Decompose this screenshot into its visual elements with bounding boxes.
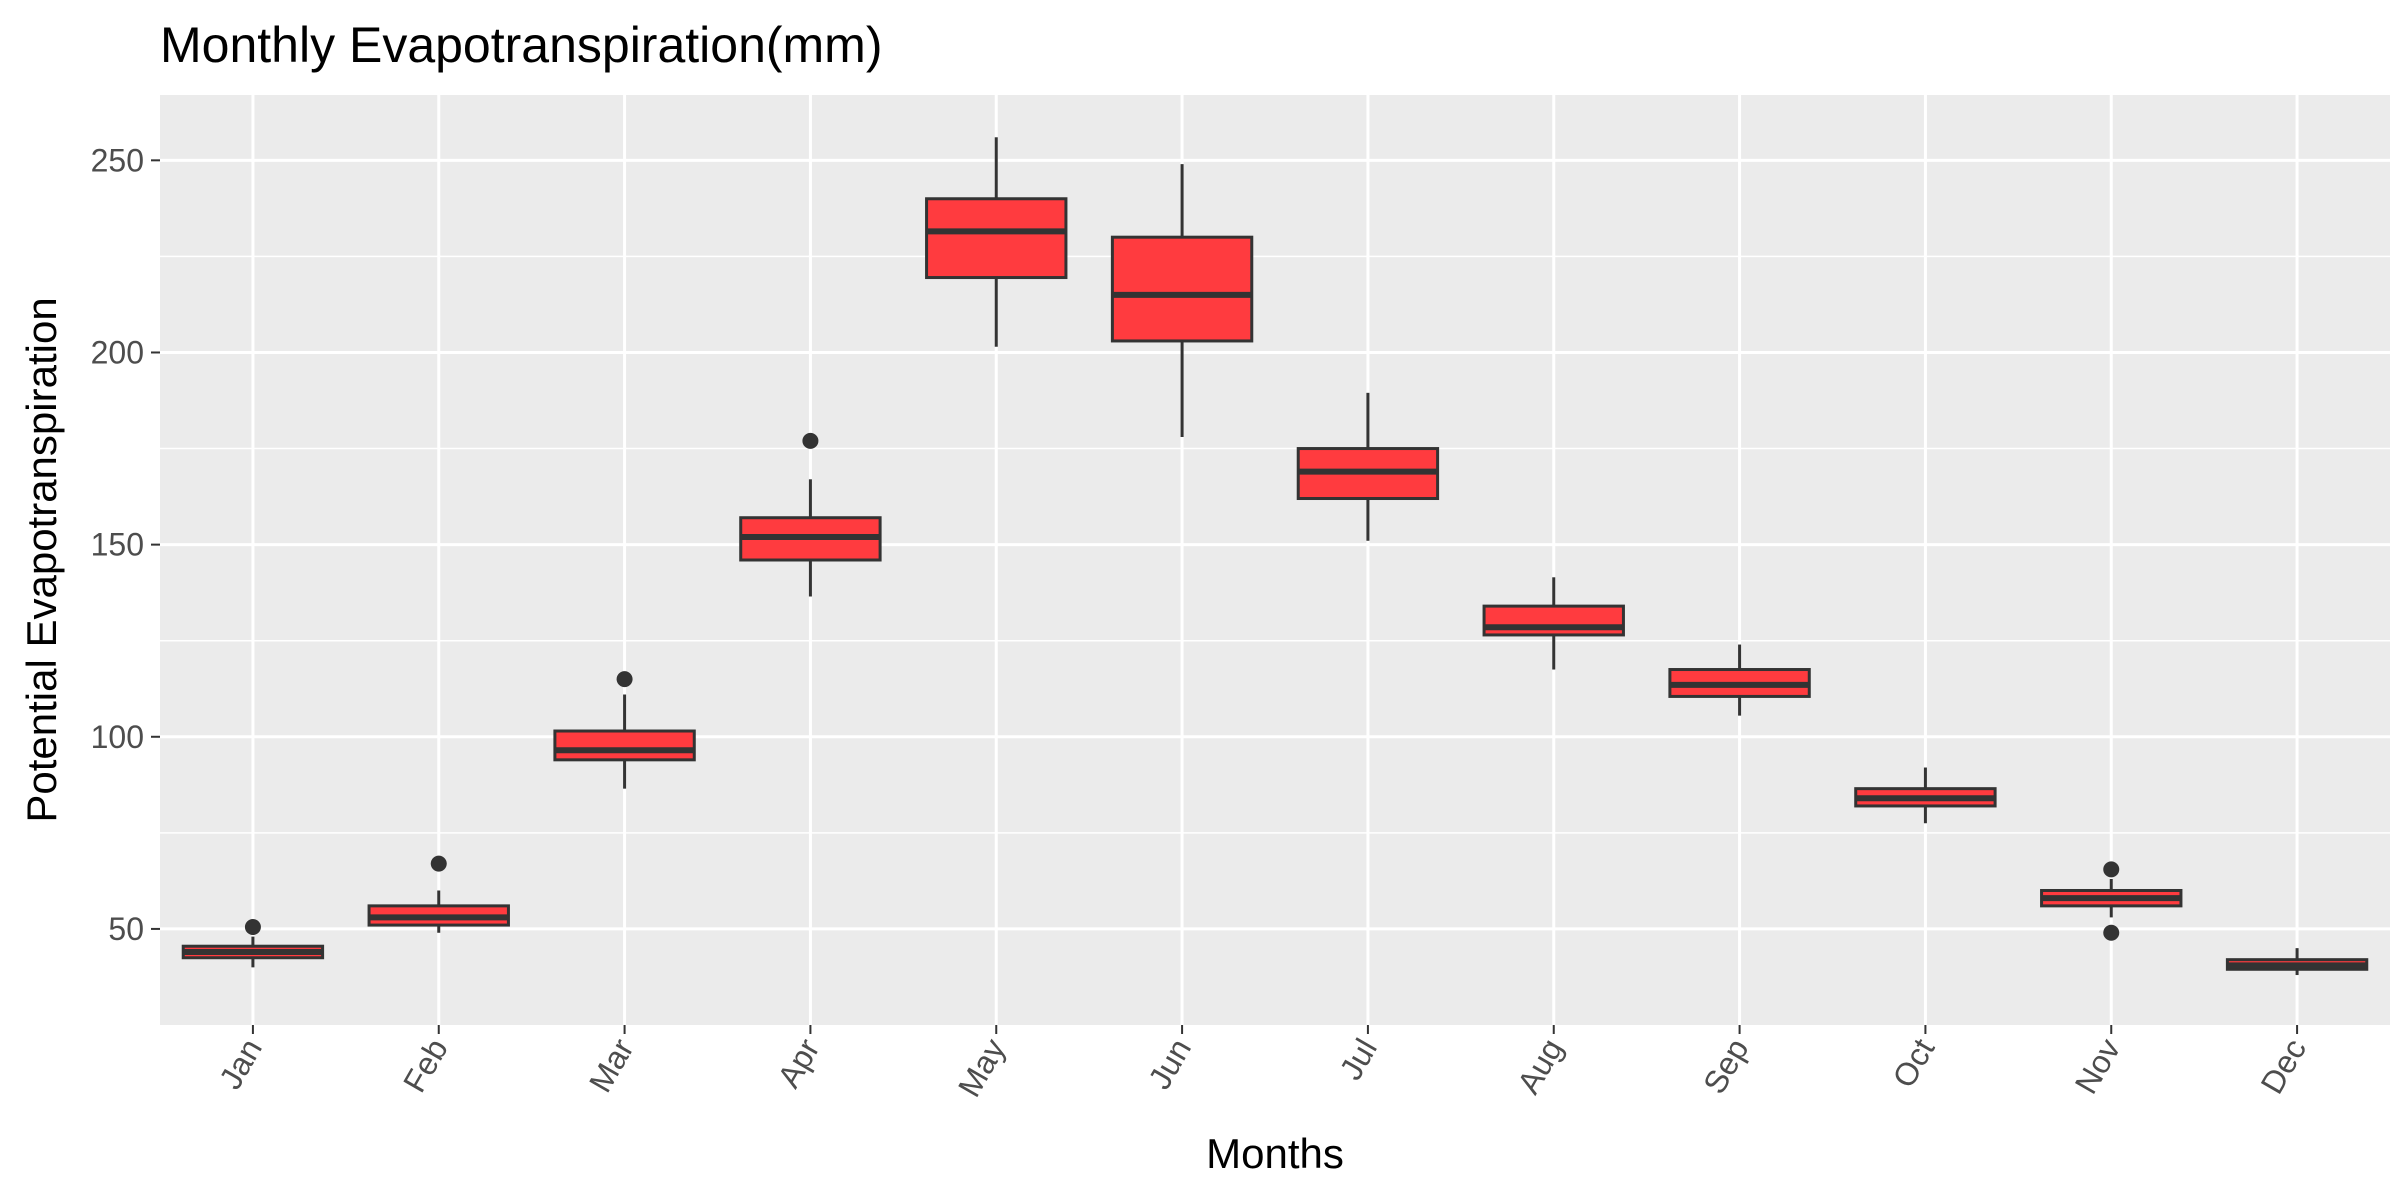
outlier-point [802, 432, 819, 449]
y-axis-title: Potential Evapotranspiration [18, 297, 65, 822]
x-tick-label: Dec [2254, 1033, 2314, 1100]
x-tick-label: Oct [1885, 1032, 1941, 1093]
box-aug [1482, 577, 1625, 670]
y-axis: 50 100 150 200 250 [91, 142, 160, 947]
chart-title: Monthly Evapotranspiration(mm) [160, 17, 883, 73]
x-tick-label: Jan [212, 1033, 269, 1096]
iqr-box [1110, 235, 1254, 343]
box-nov [2040, 861, 2183, 941]
x-tick-label: Apr [770, 1032, 826, 1093]
y-tick-label: 250 [91, 142, 144, 178]
outlier-point [2103, 924, 2120, 941]
x-tick-label: Feb [396, 1033, 455, 1099]
outlier-point [430, 855, 447, 872]
x-tick-label: Jul [1332, 1033, 1384, 1086]
box-series [181, 137, 2369, 976]
box-may [925, 137, 1068, 347]
iqr-box [925, 197, 1068, 280]
x-tick-label: Jun [1141, 1033, 1198, 1096]
box-jul [1296, 392, 1440, 541]
x-tick-label: Aug [1510, 1033, 1570, 1100]
box-oct [1854, 767, 1997, 824]
y-tick-label: 50 [108, 911, 144, 947]
box-apr [739, 432, 882, 597]
iqr-box [553, 729, 696, 762]
y-tick-label: 100 [91, 719, 144, 755]
box-mar [553, 671, 696, 789]
x-tick-label: May [951, 1033, 1012, 1103]
box-jun [1110, 164, 1254, 438]
x-tick-label: Mar [582, 1032, 641, 1098]
x-axis: Jan Feb Mar Apr May Jun Jul Aug Sep Oct Nov Dec [212, 1025, 2313, 1103]
outlier-point [2103, 861, 2120, 878]
box-jan [181, 919, 325, 968]
y-tick-label: 200 [91, 334, 144, 370]
plot-panel [160, 95, 2390, 1025]
x-axis-title: Months [1206, 1130, 1344, 1177]
box-sep [1668, 644, 1811, 716]
iqr-box [1482, 604, 1625, 637]
outlier-point [616, 671, 633, 688]
x-tick-label: Nov [2068, 1033, 2128, 1100]
outlier-point [244, 919, 261, 936]
x-tick-label: Sep [1696, 1033, 1756, 1100]
y-tick-label: 150 [91, 527, 144, 563]
box-dec [2225, 948, 2369, 976]
box-feb [367, 855, 510, 933]
